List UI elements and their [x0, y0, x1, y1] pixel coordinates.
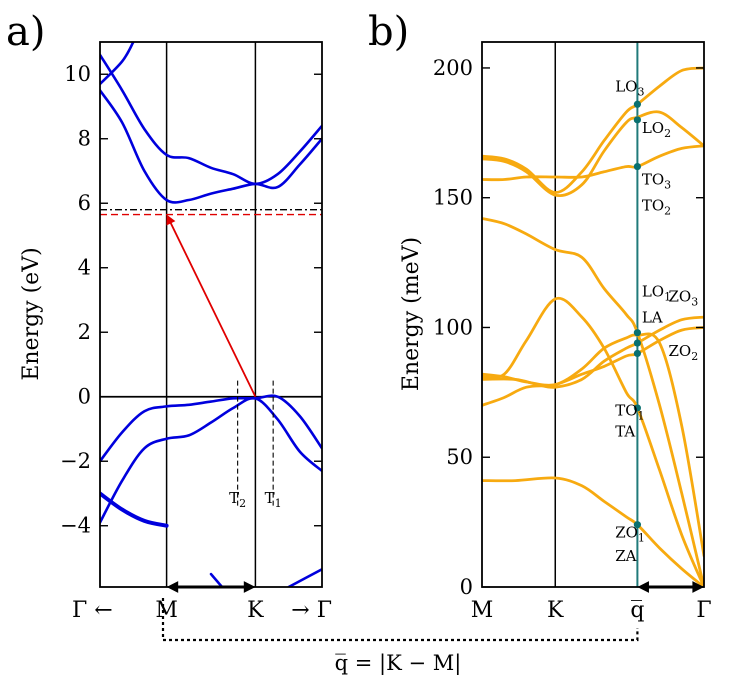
panel-a-gridlines: [100, 42, 322, 587]
panel-b-ytick-label: 0: [460, 575, 473, 599]
phonon-branch-9: [482, 66, 704, 194]
mode-label: TO1: [615, 402, 644, 423]
panel-a-xtick-label: M: [155, 598, 178, 623]
panel-b-bands: [482, 66, 704, 587]
panel-b-xtick-label: Γ: [696, 598, 711, 623]
panel-a-frame: [99, 41, 323, 588]
qbar-mode-point: [633, 339, 642, 347]
qbar-mode-point: [633, 404, 642, 412]
mode-label: TO3: [642, 171, 671, 192]
qbar-definition: q̅ = |K − M|: [335, 651, 462, 676]
panel-a-ytick-label: −4: [60, 514, 91, 538]
panel-a-band-5: [100, 396, 322, 524]
mode-label: TO2: [642, 197, 671, 218]
panel-b-ytick-label: 200: [433, 56, 473, 80]
panel-a-ylabel: Energy (eV): [19, 247, 44, 380]
phonon-branch-2: [482, 326, 704, 407]
mode-label: LA: [642, 308, 663, 326]
qbar-mode-point: [633, 162, 642, 171]
phonon-branch-8: [482, 110, 704, 197]
qbar-mode-point: [633, 116, 642, 124]
panel-a-ytick-label: 10: [64, 62, 91, 86]
mode-label: LO3: [615, 77, 644, 98]
panel-a-bottom-arrowhead-left: [166, 581, 179, 593]
mode-label: LO1: [642, 282, 671, 303]
qbar-mode-point: [633, 349, 642, 358]
panel-a-ytick-label: 8: [78, 127, 91, 151]
panel-b-xtick-label: K: [547, 598, 564, 623]
transition-arrow: [168, 219, 257, 398]
mode-label: ZO3: [668, 288, 698, 309]
panel-b-bottom-arrowhead-right: [692, 581, 704, 593]
panel-b-frame: [481, 41, 705, 588]
qbar-connector-line: [161, 598, 639, 642]
qbar-mode-point: [633, 521, 642, 529]
panel-a-annotations: T2 T1: [166, 214, 282, 510]
qbar-mode-point: [633, 329, 642, 337]
panel-b-bottom-arrowhead-left: [637, 581, 649, 593]
phonon-branch-7: [482, 144, 704, 182]
panel-a-xtick-label: K: [247, 598, 264, 623]
panel-a-label: a): [6, 9, 45, 55]
panel-a-ytick-label: −2: [60, 449, 91, 473]
panel-a-ytick-label: 4: [78, 256, 91, 280]
panel-b-label: b): [368, 9, 409, 55]
qbar-connector: [161, 598, 639, 642]
panel-a-marker-label: T2: [229, 489, 246, 510]
phonon-branch-1: [482, 476, 704, 587]
panel-b-ytick-label: 100: [433, 315, 473, 339]
panel-a-bands: [100, 42, 322, 587]
panel-a-marker-label: T1: [265, 489, 282, 510]
panel-a-ticks: −4 −2 0 2 4 6 8 10 M K Γ ← → Γ: [60, 62, 332, 623]
mode-label: ZA: [615, 547, 636, 565]
phonon-branch-5: [482, 217, 704, 587]
panel-a-gamma-left: Γ ←: [72, 598, 113, 623]
mode-label: TA: [615, 422, 635, 440]
panel-b-ylabel: Energy (meV): [399, 237, 424, 391]
panel-b-gridlines: [554, 42, 639, 587]
panel-a-gamma-right: → Γ: [291, 598, 332, 623]
panel-a-band-6: [100, 491, 169, 528]
panel-a-band-8: [287, 568, 322, 587]
panel-b-xtick-label: q̅: [630, 598, 644, 623]
panel-b-ytick-label: 50: [446, 445, 473, 469]
mode-label: LO2: [642, 119, 671, 140]
mode-label: ZO2: [668, 342, 698, 363]
panel-a-band-1: [100, 89, 322, 204]
panel-a-bottom-arrowhead-right: [243, 581, 256, 593]
panel-b-xtick-label: M: [471, 598, 494, 623]
panel-a-ytick-label: 2: [78, 320, 91, 344]
panel-a-ytick-label: 0: [78, 385, 91, 409]
panel-a-ytick-label: 6: [78, 191, 91, 215]
panel-a-band-7: [209, 572, 224, 587]
transition-arrowhead: [166, 214, 176, 226]
panel-a-band-2: [100, 53, 322, 186]
panel-b-ytick-label: 150: [433, 186, 473, 210]
mode-label: ZO1: [615, 524, 645, 545]
panel-a-band-4: [100, 394, 322, 463]
panel-a-band-3: [100, 42, 135, 86]
phonon-branch-6: [482, 332, 704, 558]
qbar-mode-point: [633, 100, 642, 108]
